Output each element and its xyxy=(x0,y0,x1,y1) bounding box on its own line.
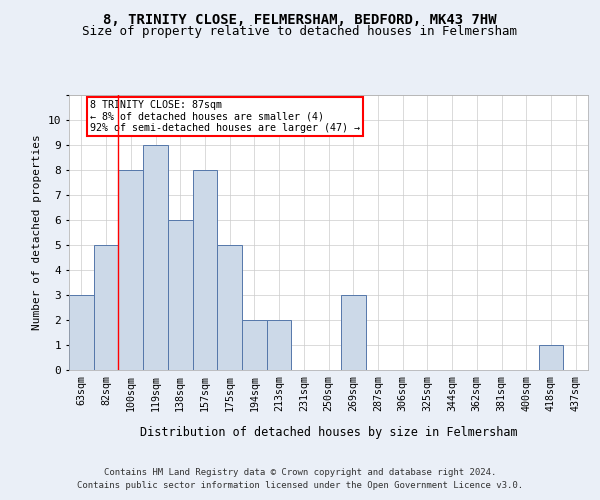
Bar xyxy=(69,295,94,370)
Bar xyxy=(341,295,365,370)
Text: Distribution of detached houses by size in Felmersham: Distribution of detached houses by size … xyxy=(140,426,518,439)
Bar xyxy=(143,145,168,370)
Text: Size of property relative to detached houses in Felmersham: Size of property relative to detached ho… xyxy=(83,25,517,38)
Bar xyxy=(193,170,217,370)
Text: 8 TRINITY CLOSE: 87sqm
← 8% of detached houses are smaller (4)
92% of semi-detac: 8 TRINITY CLOSE: 87sqm ← 8% of detached … xyxy=(90,100,360,133)
Bar xyxy=(217,245,242,370)
Bar xyxy=(539,345,563,370)
Bar xyxy=(242,320,267,370)
Text: Contains public sector information licensed under the Open Government Licence v3: Contains public sector information licen… xyxy=(77,480,523,490)
Bar xyxy=(168,220,193,370)
Bar xyxy=(267,320,292,370)
Y-axis label: Number of detached properties: Number of detached properties xyxy=(32,134,43,330)
Bar xyxy=(118,170,143,370)
Text: 8, TRINITY CLOSE, FELMERSHAM, BEDFORD, MK43 7HW: 8, TRINITY CLOSE, FELMERSHAM, BEDFORD, M… xyxy=(103,12,497,26)
Bar xyxy=(94,245,118,370)
Text: Contains HM Land Registry data © Crown copyright and database right 2024.: Contains HM Land Registry data © Crown c… xyxy=(104,468,496,477)
